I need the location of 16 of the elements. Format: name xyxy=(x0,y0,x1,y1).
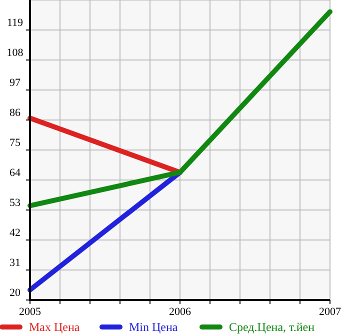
y-tick-label: 20 xyxy=(10,287,21,299)
y-tick-label: 108 xyxy=(6,47,24,59)
x-tick-label: 2005 xyxy=(19,306,42,318)
y-tick-label: 42 xyxy=(10,227,20,239)
y-tick-label: 119 xyxy=(6,17,24,29)
x-tick-label: 2007 xyxy=(319,306,342,318)
y-tick-label: 86 xyxy=(10,107,21,119)
legend-label: Max Цена xyxy=(29,320,80,334)
y-tick-label: 53 xyxy=(10,197,21,209)
legend-label: Min Цена xyxy=(129,320,178,334)
y-tick-label: 97 xyxy=(10,77,21,89)
y-tick-label: 64 xyxy=(10,167,21,179)
y-tick-label: 31 xyxy=(10,257,20,269)
legend-label: Сред.Цена, т.йен xyxy=(229,320,316,334)
x-tick-label: 2006 xyxy=(169,306,192,318)
y-tick-label: 75 xyxy=(10,137,21,149)
